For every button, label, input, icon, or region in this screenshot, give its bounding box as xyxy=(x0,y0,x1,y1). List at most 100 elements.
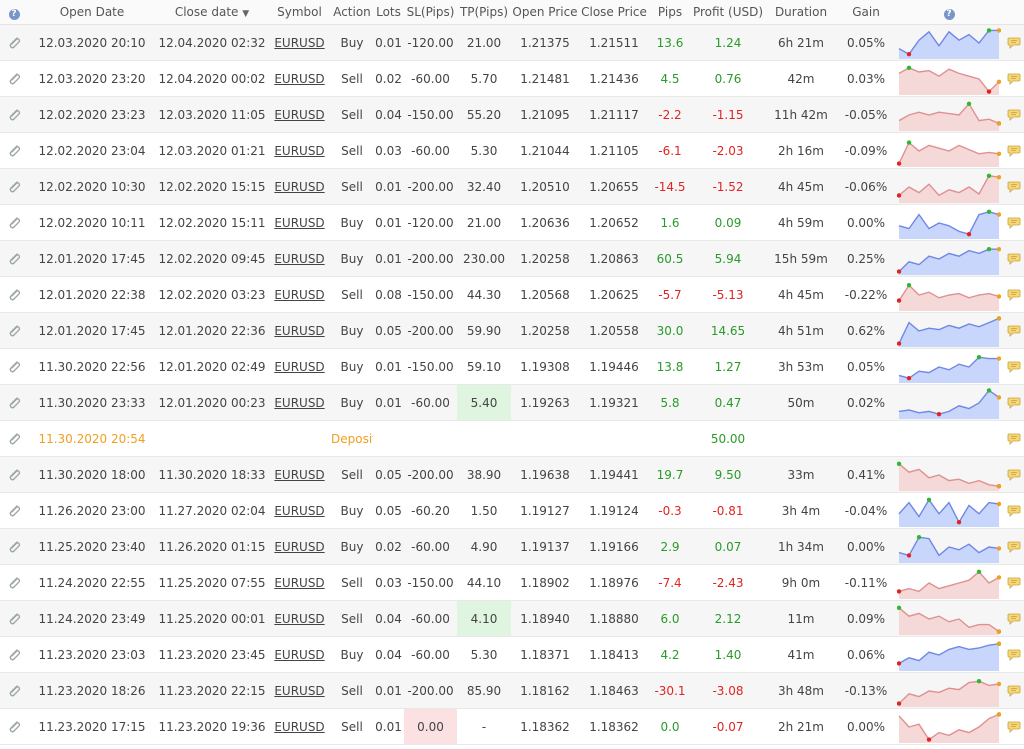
row-attach[interactable] xyxy=(0,528,28,565)
row-attach[interactable] xyxy=(0,708,28,745)
comment-icon[interactable] xyxy=(1007,433,1021,445)
symbol[interactable]: EURUSD xyxy=(268,564,331,601)
header-chart[interactable]: ? xyxy=(895,0,1003,25)
symbol-link[interactable]: EURUSD xyxy=(274,35,325,50)
comment-cell[interactable] xyxy=(1003,492,1024,529)
trade-sparkline[interactable] xyxy=(897,315,1001,347)
comment-icon[interactable] xyxy=(1007,217,1021,229)
comment-icon[interactable] xyxy=(1007,505,1021,517)
deposit-row[interactable]: 11.30.2020 20:54 Deposit 50.00 xyxy=(0,420,1024,457)
comment-cell[interactable] xyxy=(1003,528,1024,565)
header-action[interactable]: Action xyxy=(331,0,373,25)
trade-row[interactable]: 11.24.2020 23:49 11.25.2020 00:01 EURUSD Se… xyxy=(0,600,1024,637)
comment-cell[interactable] xyxy=(1003,564,1024,601)
chart-cell[interactable] xyxy=(895,636,1003,673)
symbol[interactable]: EURUSD xyxy=(268,204,331,241)
row-attach[interactable] xyxy=(0,384,28,421)
symbol-link[interactable]: EURUSD xyxy=(274,503,325,518)
row-attach[interactable] xyxy=(0,132,28,169)
paperclip-icon[interactable] xyxy=(6,359,22,375)
symbol-link[interactable]: EURUSD xyxy=(274,467,325,482)
symbol[interactable]: EURUSD xyxy=(268,528,331,565)
chart-cell[interactable] xyxy=(895,60,1003,97)
row-attach[interactable] xyxy=(0,636,28,673)
comment-cell[interactable] xyxy=(1003,384,1024,421)
symbol[interactable]: EURUSD xyxy=(268,132,331,169)
symbol[interactable]: EURUSD xyxy=(268,312,331,349)
symbol[interactable]: EURUSD xyxy=(268,456,331,493)
row-attach[interactable] xyxy=(0,348,28,385)
trade-sparkline[interactable] xyxy=(897,639,1001,671)
comment-cell[interactable] xyxy=(1003,168,1024,205)
comment-icon[interactable] xyxy=(1007,361,1021,373)
comment-icon[interactable] xyxy=(1007,649,1021,661)
trade-row[interactable]: 12.03.2020 20:10 12.04.2020 02:32 EURUSD Bu… xyxy=(0,24,1024,61)
row-attach[interactable] xyxy=(0,492,28,529)
chart-cell[interactable] xyxy=(895,348,1003,385)
trade-sparkline[interactable] xyxy=(897,567,1001,599)
symbol[interactable]: EURUSD xyxy=(268,636,331,673)
row-attach[interactable] xyxy=(0,24,28,61)
trade-row[interactable]: 12.01.2020 22:38 12.02.2020 03:23 EURUSD Se… xyxy=(0,276,1024,313)
symbol[interactable]: EURUSD xyxy=(268,348,331,385)
trade-row[interactable]: 11.26.2020 23:00 11.27.2020 02:04 EURUSD Bu… xyxy=(0,492,1024,529)
trade-sparkline[interactable] xyxy=(897,135,1001,167)
trade-sparkline[interactable] xyxy=(897,495,1001,527)
chart-cell[interactable] xyxy=(895,240,1003,277)
comment-icon[interactable] xyxy=(1007,325,1021,337)
trade-sparkline[interactable] xyxy=(897,27,1001,59)
paperclip-icon[interactable] xyxy=(6,323,22,339)
comment-cell[interactable] xyxy=(1003,60,1024,97)
symbol-link[interactable]: EURUSD xyxy=(274,719,325,734)
trade-row[interactable]: 11.23.2020 23:03 11.23.2020 23:45 EURUSD Bu… xyxy=(0,636,1024,673)
trade-row[interactable]: 12.02.2020 23:23 12.03.2020 11:05 EURUSD Se… xyxy=(0,96,1024,133)
comment-icon[interactable] xyxy=(1007,397,1021,409)
header-open-date[interactable]: Open Date xyxy=(28,0,156,25)
chart-cell[interactable] xyxy=(895,672,1003,709)
symbol[interactable]: EURUSD xyxy=(268,708,331,745)
comment-icon[interactable] xyxy=(1007,109,1021,121)
symbol-link[interactable]: EURUSD xyxy=(274,359,325,374)
comment-icon[interactable] xyxy=(1007,181,1021,193)
chart-cell[interactable] xyxy=(895,24,1003,61)
symbol-link[interactable]: EURUSD xyxy=(274,215,325,230)
row-attach[interactable] xyxy=(0,312,28,349)
trade-row[interactable]: 11.30.2020 22:56 12.01.2020 02:49 EURUSD Bu… xyxy=(0,348,1024,385)
symbol[interactable]: EURUSD xyxy=(268,60,331,97)
comment-icon[interactable] xyxy=(1007,469,1021,481)
symbol[interactable]: EURUSD xyxy=(268,600,331,637)
header-sl[interactable]: SL(Pips) xyxy=(404,0,457,25)
trade-row[interactable]: 11.30.2020 23:33 12.01.2020 00:23 EURUSD Bu… xyxy=(0,384,1024,421)
symbol-link[interactable]: EURUSD xyxy=(274,323,325,338)
paperclip-icon[interactable] xyxy=(6,611,22,627)
row-attach[interactable] xyxy=(0,420,28,457)
comment-cell[interactable] xyxy=(1003,348,1024,385)
symbol[interactable]: EURUSD xyxy=(268,672,331,709)
symbol-link[interactable]: EURUSD xyxy=(274,143,325,158)
symbol[interactable]: EURUSD xyxy=(268,276,331,313)
chart-cell[interactable] xyxy=(895,96,1003,133)
paperclip-icon[interactable] xyxy=(6,575,22,591)
chart-info-icon[interactable]: ? xyxy=(943,8,955,20)
trade-sparkline[interactable] xyxy=(897,711,1001,743)
chart-cell[interactable] xyxy=(895,708,1003,745)
trade-row[interactable]: 12.02.2020 10:30 12.02.2020 15:15 EURUSD Se… xyxy=(0,168,1024,205)
symbol-link[interactable]: EURUSD xyxy=(274,179,325,194)
trade-row[interactable]: 11.23.2020 18:26 11.23.2020 22:15 EURUSD Se… xyxy=(0,672,1024,709)
paperclip-icon[interactable] xyxy=(6,467,22,483)
comment-icon[interactable] xyxy=(1007,685,1021,697)
trade-sparkline[interactable] xyxy=(897,603,1001,635)
paperclip-icon[interactable] xyxy=(6,503,22,519)
paperclip-icon[interactable] xyxy=(6,179,22,195)
symbol-link[interactable]: EURUSD xyxy=(274,395,325,410)
symbol[interactable]: EURUSD xyxy=(268,492,331,529)
trade-sparkline[interactable] xyxy=(897,243,1001,275)
symbol[interactable]: EURUSD xyxy=(268,240,331,277)
trade-sparkline[interactable] xyxy=(897,675,1001,707)
symbol-link[interactable]: EURUSD xyxy=(274,251,325,266)
trade-sparkline[interactable] xyxy=(897,351,1001,383)
chart-cell[interactable] xyxy=(895,492,1003,529)
paperclip-icon[interactable] xyxy=(6,71,22,87)
header-close-price[interactable]: Close Price xyxy=(579,0,649,25)
row-attach[interactable] xyxy=(0,168,28,205)
